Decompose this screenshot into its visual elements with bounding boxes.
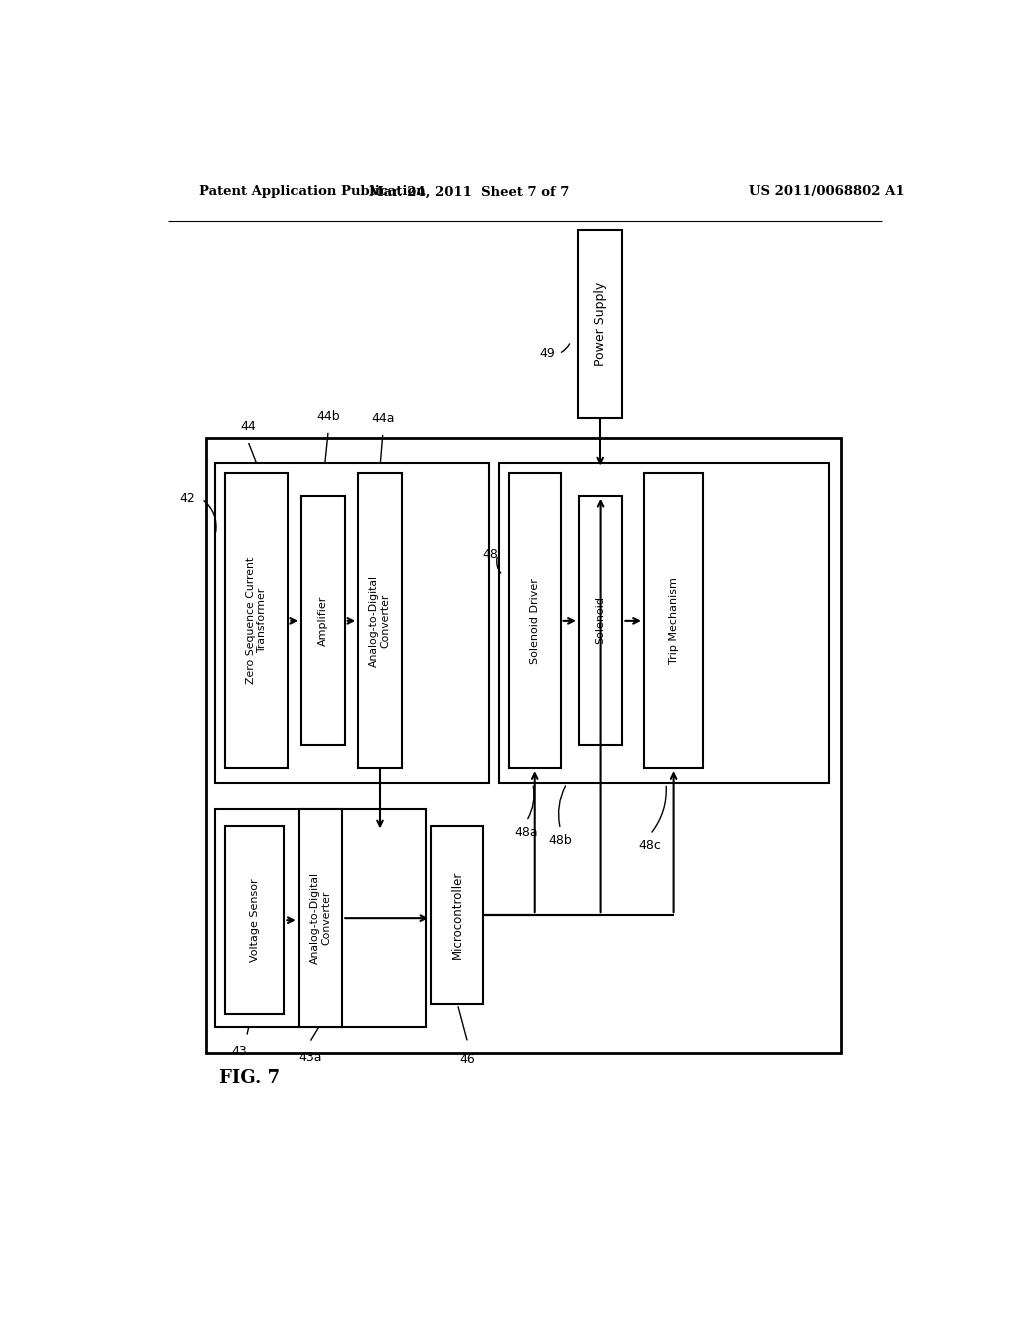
Bar — [225, 474, 289, 768]
Text: 48b: 48b — [549, 834, 572, 847]
Bar — [579, 496, 623, 744]
Text: Patent Application Publication: Patent Application Publication — [200, 185, 426, 198]
Text: Solenoid: Solenoid — [596, 597, 605, 644]
Text: 43a: 43a — [299, 1051, 323, 1064]
Text: 48a: 48a — [515, 826, 539, 840]
Bar — [215, 809, 426, 1027]
Bar — [509, 474, 560, 768]
Text: Voltage Sensor: Voltage Sensor — [250, 878, 259, 962]
Bar — [500, 463, 828, 784]
Text: 43: 43 — [231, 1044, 247, 1057]
Text: Solenoid Driver: Solenoid Driver — [529, 578, 540, 664]
Text: Zero Sequence Current
Transformer: Zero Sequence Current Transformer — [246, 557, 267, 685]
Text: 44a: 44a — [371, 412, 394, 425]
Text: Trip Mechanism: Trip Mechanism — [669, 577, 679, 664]
Text: Power Supply: Power Supply — [594, 281, 606, 366]
Bar — [431, 826, 482, 1005]
Text: Analog-to-Digital
Converter: Analog-to-Digital Converter — [309, 873, 331, 964]
Bar — [358, 474, 401, 768]
Text: 42: 42 — [179, 492, 196, 506]
Bar — [644, 474, 703, 768]
Text: Amplifier: Amplifier — [317, 595, 328, 645]
Text: 48: 48 — [482, 548, 498, 561]
Text: FIG. 7: FIG. 7 — [219, 1069, 281, 1088]
Bar — [299, 809, 342, 1027]
Text: 44: 44 — [241, 420, 256, 433]
Bar — [225, 826, 285, 1014]
Text: Analog-to-Digital
Converter: Analog-to-Digital Converter — [370, 576, 391, 667]
Text: Mar. 24, 2011  Sheet 7 of 7: Mar. 24, 2011 Sheet 7 of 7 — [369, 185, 569, 198]
Text: Microcontroller: Microcontroller — [451, 871, 464, 960]
Text: 44b: 44b — [316, 409, 340, 422]
Text: 48c: 48c — [639, 840, 662, 853]
Text: US 2011/0068802 A1: US 2011/0068802 A1 — [749, 185, 904, 198]
Bar — [579, 230, 622, 417]
Bar — [206, 438, 841, 1053]
Bar — [301, 496, 345, 744]
Text: 46: 46 — [460, 1053, 475, 1065]
Bar — [215, 463, 489, 784]
Text: 49: 49 — [540, 347, 555, 360]
